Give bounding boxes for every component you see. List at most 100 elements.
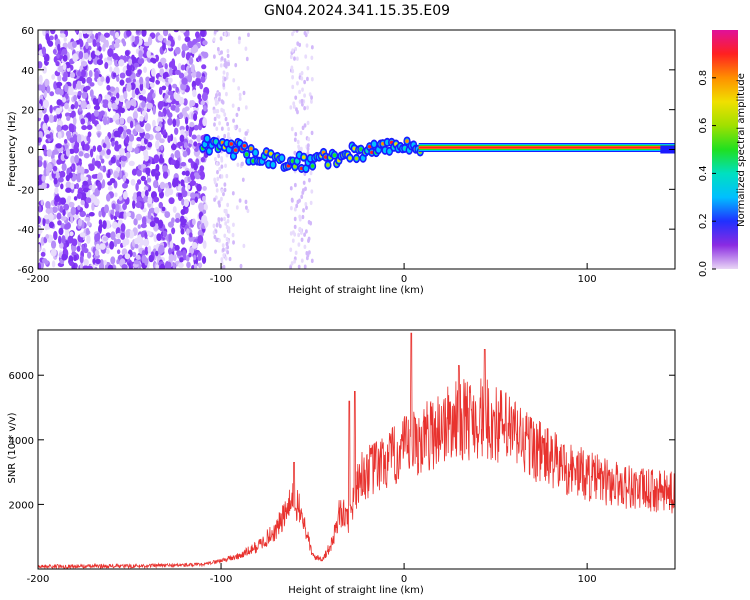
spectrogram-noise-blob <box>293 259 296 264</box>
spectrogram-noise-blob <box>138 262 142 269</box>
spectrogram-noise-blob <box>172 254 177 262</box>
spectrogram-noise-blob <box>154 206 160 214</box>
spectrogram-noise-blob <box>95 258 101 265</box>
spectrogram-noise-blob <box>40 199 44 206</box>
spectrogram-noise-blob <box>292 101 296 106</box>
spectrogram-noise-blob <box>71 238 78 247</box>
spectrogram-noise-blob <box>225 236 229 242</box>
spectrogram-noise-blob <box>307 137 311 142</box>
spectrogram-noise-blob <box>82 180 89 186</box>
spectrogram-noise-blob <box>86 124 93 130</box>
spectrogram-noise-blob <box>141 216 147 225</box>
spectrogram-noise-blob <box>294 250 298 256</box>
spectrogram-noise-blob <box>137 57 145 65</box>
spectrogram-noise-blob <box>128 160 135 167</box>
spectrogram-noise-blob <box>159 263 166 269</box>
spectrogram-ridge-blob <box>293 164 297 169</box>
spectrogram-noise-blob <box>146 102 153 110</box>
spectrogram-noise-blob <box>221 100 225 105</box>
spectrogram-noise-blob <box>236 162 240 167</box>
spectrogram-noise-blob <box>71 40 77 49</box>
spectrogram-noise-blob <box>215 93 218 98</box>
spectrogram-noise-blob <box>132 251 137 258</box>
spectrogram-noise-blob <box>149 82 155 88</box>
spectrogram-noise-blob <box>123 91 128 100</box>
spectrogram-noise-blob <box>300 258 304 263</box>
spectrogram-noise-blob <box>72 214 80 220</box>
spectrogram-noise-blob <box>213 30 217 35</box>
spectrogram-noise-blob <box>105 193 111 202</box>
spectrogram-noise-blob <box>76 173 82 183</box>
spectrogram-noise-blob <box>125 77 132 84</box>
spectrogram-noise-blob <box>289 247 293 252</box>
spectrogram-noise-blob <box>197 55 202 61</box>
spectrogram-noise-blob <box>85 30 92 35</box>
spectrogram-noise-blob <box>71 244 77 252</box>
spectrogram-noise-blob <box>83 152 90 159</box>
spectrogram-noise-blob <box>155 140 160 150</box>
spectrogram-noise-blob <box>62 209 66 217</box>
spectrogram-noise-blob <box>114 38 121 44</box>
spectrogram-noise-blob <box>228 256 232 262</box>
spectrogram-noise-blob <box>238 96 242 101</box>
spectrogram-noise-blob <box>109 240 115 250</box>
spectrogram-noise-blob <box>225 91 228 97</box>
colorbar-tick-label: 0.8 <box>698 70 709 86</box>
spectrogram-noise-blob <box>48 221 55 229</box>
spectrogram-noise-blob <box>70 110 76 119</box>
spectrogram-noise-blob <box>100 110 105 116</box>
spectrogram-noise-blob <box>120 232 126 240</box>
spectrogram-noise-blob <box>200 100 205 106</box>
spectrogram-noise-blob <box>139 164 147 169</box>
spectrogram-noise-blob <box>162 42 166 51</box>
spectrogram-noise-blob <box>157 101 164 111</box>
spectrogram-noise-blob <box>186 228 190 235</box>
snr-x-tick-label: -100 <box>210 574 233 585</box>
spectrogram-noise-blob <box>202 51 209 59</box>
spectrogram-noise-blob <box>166 40 172 46</box>
spectrogram-ridge-blob <box>244 152 249 157</box>
spectrogram-noise-blob <box>46 167 50 177</box>
spectrogram-noise-blob <box>245 131 248 136</box>
spectrogram-noise-blob <box>289 205 293 211</box>
spectrogram-noise-blob <box>143 186 149 191</box>
spectrogram-noise-blob <box>180 209 186 215</box>
spectrogram-noise-blob <box>227 126 230 132</box>
spectrogram-noise-blob <box>147 141 153 148</box>
spectrogram-noise-blob <box>69 231 74 237</box>
spectrogram-noise-blob <box>196 183 202 192</box>
spectrogram-noise-blob <box>190 46 197 55</box>
spectrogram-noise-blob <box>172 83 178 89</box>
spectrogram-noise-blob <box>122 182 128 189</box>
spectrogram-noise-blob <box>157 61 162 69</box>
spectrogram-noise-blob <box>306 150 310 156</box>
spectrogram-noise-blob <box>226 48 230 54</box>
spectrogram-noise-blob <box>187 176 191 183</box>
spectrogram-noise-blob <box>218 238 221 243</box>
spectrogram-noise-blob <box>183 198 189 208</box>
spectrogram-noise-blob <box>232 222 235 227</box>
spectrogram-noise-blob <box>54 195 61 203</box>
spectrogram-noise-blob <box>212 37 216 42</box>
spectrogram-noise-blob <box>214 66 218 71</box>
spectrogram-noise-blob <box>52 48 57 55</box>
spectrogram-noise-blob <box>126 82 132 92</box>
spectrogram-noise-blob <box>38 262 42 269</box>
spectrogram-noise-blob <box>67 41 72 50</box>
spectrogram-noise-blob <box>45 234 50 239</box>
spectrogram-noise-blob <box>220 257 224 262</box>
spectrogram-noise-blob <box>49 91 55 97</box>
spectrogram-noise-blob <box>189 171 196 181</box>
spectrogram-noise-blob <box>136 179 142 185</box>
spectrogram-noise-blob <box>203 203 208 211</box>
spectrogram-noise-blob <box>152 92 156 99</box>
spectrogram-noise-blob <box>310 189 314 194</box>
spectrogram-noise-blob <box>290 197 294 203</box>
spectrogram-noise-blob <box>119 79 125 86</box>
spectrogram-noise-blob <box>298 89 301 95</box>
spectrogram-noise-blob <box>183 142 188 149</box>
spectrogram-noise-blob <box>214 249 217 254</box>
spectrogram-noise-blob <box>306 146 310 152</box>
spectrogram-noise-blob <box>88 211 95 217</box>
spectrogram-noise-blob <box>226 213 230 219</box>
